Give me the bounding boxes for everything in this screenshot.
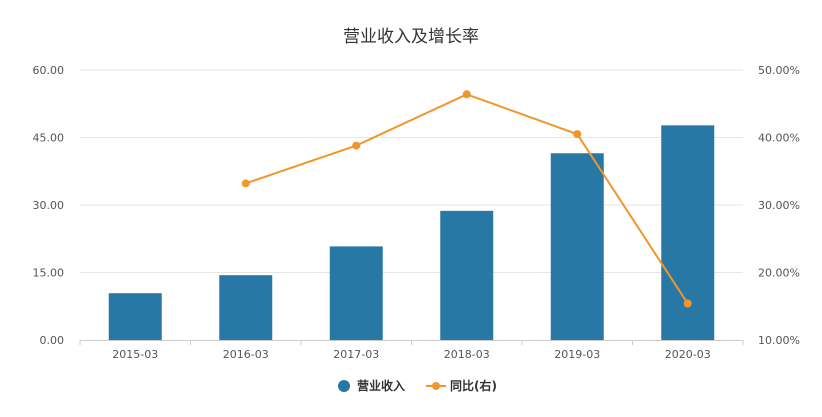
grid-lines [80,69,743,273]
left-tick-label: 60.00 [33,64,65,77]
x-tick-label: 2020-03 [665,348,711,361]
chart-title: 营业收入及增长率 [343,27,479,47]
line-point[interactable] [573,130,582,139]
line-point[interactable] [241,179,250,188]
left-tick-label: 0.00 [40,334,65,347]
x-tick-label: 2016-03 [223,348,269,361]
right-axis: 10.00% 20.00% 30.00% 40.00% 50.00% [758,64,800,347]
left-tick-label: 15.00 [33,267,65,280]
x-tick-label: 2019-03 [554,348,600,361]
x-tick-label: 2018-03 [444,348,490,361]
legend-label[interactable]: 同比(右) [450,378,497,393]
line-point[interactable] [683,299,692,308]
legend-marker-point[interactable] [432,382,440,390]
left-tick-label: 45.00 [33,132,65,145]
right-tick-label: 20.00% [758,267,800,280]
line-point[interactable] [352,141,361,150]
x-tick-label: 2017-03 [333,348,379,361]
line-series [241,90,692,308]
bar[interactable] [550,153,604,340]
bar[interactable] [329,246,383,340]
line-point[interactable] [462,90,471,99]
bar[interactable] [440,210,494,340]
bar-series [108,125,715,340]
legend-marker-bar[interactable] [338,380,350,392]
right-tick-label: 40.00% [758,132,800,145]
legend-label[interactable]: 营业收入 [357,378,405,393]
right-tick-label: 10.00% [758,334,800,347]
bar[interactable] [219,275,273,340]
bar[interactable] [661,125,715,340]
x-tick-label: 2015-03 [112,348,158,361]
right-tick-label: 50.00% [758,64,800,77]
left-axis: 0.00 15.00 30.00 45.00 60.00 [33,64,65,347]
bar[interactable] [108,293,162,340]
x-axis: 2015-03 2016-03 2017-03 2018-03 2019-03 2020-… [79,340,744,361]
left-tick-label: 30.00 [33,199,65,212]
legend[interactable]: 营业收入 同比(右) [338,378,497,393]
right-tick-label: 30.00% [758,199,800,212]
